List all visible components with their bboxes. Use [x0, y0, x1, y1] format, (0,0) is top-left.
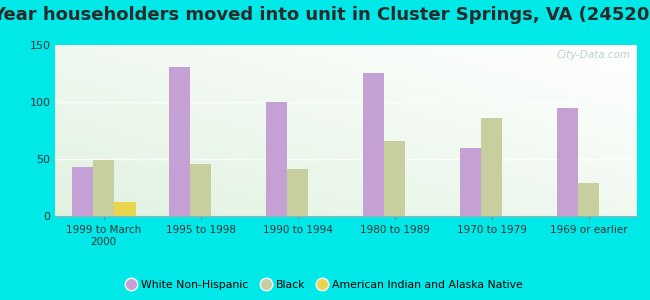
- Bar: [556, 108, 578, 216]
- Bar: [72, 167, 93, 216]
- Bar: [114, 202, 136, 216]
- Bar: [363, 74, 384, 216]
- Bar: [460, 148, 481, 216]
- Text: Year householders moved into unit in Cluster Springs, VA (24520): Year householders moved into unit in Clu…: [0, 6, 650, 24]
- Bar: [481, 118, 502, 216]
- Bar: [190, 164, 211, 216]
- Bar: [287, 169, 308, 216]
- Bar: [578, 183, 599, 216]
- Bar: [266, 102, 287, 216]
- Bar: [93, 160, 114, 216]
- Bar: [169, 67, 190, 216]
- Legend: White Non-Hispanic, Black, American Indian and Alaska Native: White Non-Hispanic, Black, American Indi…: [123, 275, 527, 295]
- Text: City-Data.com: City-Data.com: [557, 50, 631, 60]
- Bar: [384, 141, 405, 216]
